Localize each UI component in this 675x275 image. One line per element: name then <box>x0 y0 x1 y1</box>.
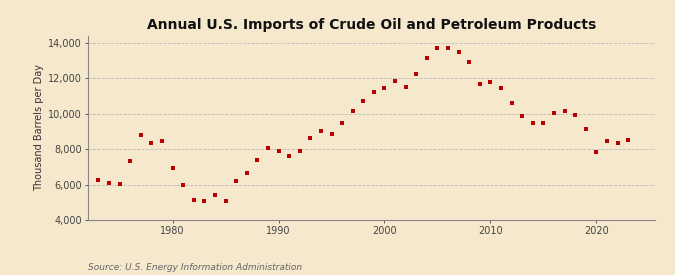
Point <box>326 132 337 137</box>
Point <box>389 78 400 83</box>
Point <box>358 99 369 103</box>
Point <box>421 56 432 60</box>
Point <box>601 139 612 143</box>
Point <box>485 80 496 84</box>
Point <box>220 199 231 203</box>
Text: Source: U.S. Energy Information Administration: Source: U.S. Energy Information Administ… <box>88 263 302 272</box>
Point <box>284 153 294 158</box>
Point <box>136 133 146 137</box>
Point <box>263 146 273 150</box>
Point <box>348 109 358 113</box>
Title: Annual U.S. Imports of Crude Oil and Petroleum Products: Annual U.S. Imports of Crude Oil and Pet… <box>146 18 596 32</box>
Point <box>560 109 570 113</box>
Point <box>242 170 252 175</box>
Point <box>495 86 506 90</box>
Point <box>549 111 560 115</box>
Point <box>443 46 454 50</box>
Point <box>400 84 411 89</box>
Point <box>146 141 157 145</box>
Point <box>475 82 485 86</box>
Point <box>273 149 284 153</box>
Point <box>157 139 167 143</box>
Point <box>337 121 348 125</box>
Point <box>209 192 220 197</box>
Point <box>580 127 591 131</box>
Point <box>294 149 305 153</box>
Point <box>369 90 379 95</box>
Point <box>464 60 475 64</box>
Point <box>379 86 390 90</box>
Y-axis label: Thousand Barrels per Day: Thousand Barrels per Day <box>34 64 44 191</box>
Point <box>125 159 136 164</box>
Point <box>93 178 104 182</box>
Point <box>591 149 602 154</box>
Point <box>454 50 464 54</box>
Point <box>167 166 178 171</box>
Point <box>570 112 580 117</box>
Point <box>506 101 517 105</box>
Point <box>252 158 263 162</box>
Point <box>432 46 443 50</box>
Point <box>103 180 114 185</box>
Point <box>517 114 528 119</box>
Point <box>178 182 188 187</box>
Point <box>199 199 210 204</box>
Point <box>411 72 422 76</box>
Point <box>305 136 316 140</box>
Point <box>538 121 549 126</box>
Point <box>114 182 125 186</box>
Point <box>527 120 538 125</box>
Point <box>612 141 623 145</box>
Point <box>231 178 242 183</box>
Point <box>188 198 199 202</box>
Point <box>315 129 326 134</box>
Point <box>623 138 634 142</box>
